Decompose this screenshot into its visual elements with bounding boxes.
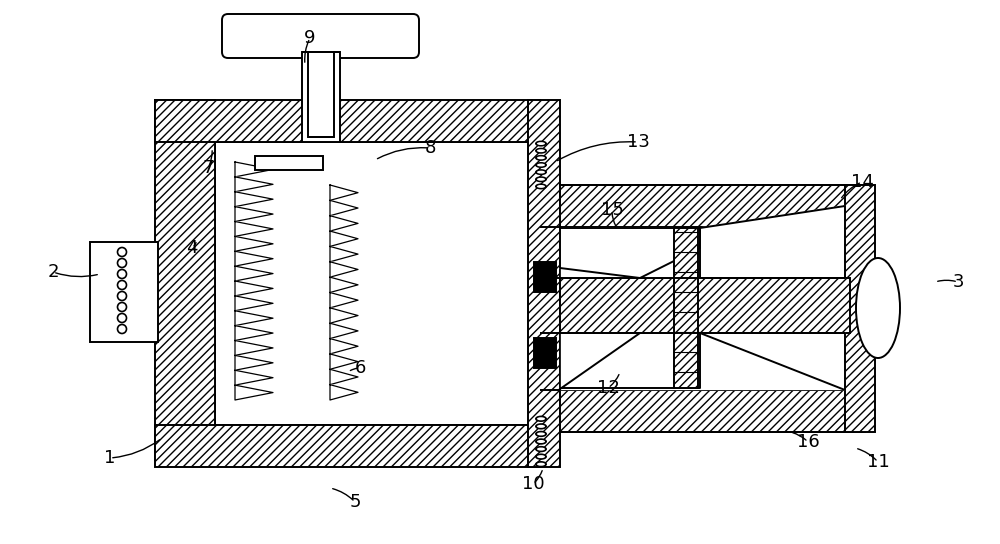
Polygon shape — [330, 216, 358, 231]
Polygon shape — [235, 237, 273, 251]
Bar — [155, 100, 540, 142]
Text: 16: 16 — [797, 433, 819, 451]
Ellipse shape — [535, 461, 547, 467]
Ellipse shape — [537, 164, 545, 166]
Text: 11: 11 — [867, 453, 889, 471]
Text: 3: 3 — [952, 273, 964, 291]
Ellipse shape — [535, 438, 547, 444]
Ellipse shape — [537, 432, 545, 435]
Ellipse shape — [537, 440, 545, 443]
Bar — [155, 425, 540, 467]
Polygon shape — [700, 333, 845, 390]
Polygon shape — [235, 385, 273, 400]
Ellipse shape — [535, 183, 547, 189]
Text: 8: 8 — [424, 139, 436, 157]
Polygon shape — [235, 370, 273, 385]
Ellipse shape — [535, 155, 547, 161]
Polygon shape — [235, 311, 273, 326]
Polygon shape — [330, 231, 358, 246]
Text: 6: 6 — [354, 359, 366, 377]
Bar — [302, 52, 340, 142]
Bar — [845, 185, 875, 432]
Bar — [215, 142, 535, 425]
Bar — [534, 338, 556, 368]
Ellipse shape — [537, 142, 545, 145]
Polygon shape — [235, 326, 273, 341]
Polygon shape — [560, 333, 700, 389]
Bar — [674, 228, 698, 388]
Polygon shape — [235, 341, 273, 355]
Text: 7: 7 — [202, 159, 214, 177]
Ellipse shape — [537, 185, 545, 188]
FancyBboxPatch shape — [222, 14, 419, 58]
Text: 15: 15 — [601, 201, 623, 219]
Ellipse shape — [856, 258, 900, 358]
Ellipse shape — [537, 448, 545, 450]
Bar — [90, 242, 158, 342]
Polygon shape — [330, 262, 358, 277]
Polygon shape — [330, 185, 358, 200]
Polygon shape — [235, 251, 273, 266]
Polygon shape — [330, 293, 358, 308]
Polygon shape — [330, 200, 358, 216]
Polygon shape — [330, 277, 358, 293]
Ellipse shape — [537, 425, 545, 428]
Bar — [155, 100, 215, 460]
Ellipse shape — [537, 417, 545, 421]
Polygon shape — [235, 296, 273, 311]
Polygon shape — [235, 221, 273, 237]
Bar — [528, 100, 560, 467]
Ellipse shape — [537, 178, 545, 181]
Text: 1: 1 — [104, 449, 116, 467]
Bar — [560, 333, 845, 390]
Text: 13: 13 — [627, 133, 649, 151]
Ellipse shape — [537, 157, 545, 159]
Ellipse shape — [535, 140, 547, 146]
Ellipse shape — [535, 416, 547, 422]
Text: 14: 14 — [851, 173, 873, 191]
Text: 9: 9 — [304, 29, 316, 47]
Polygon shape — [235, 281, 273, 296]
Polygon shape — [330, 323, 358, 338]
Polygon shape — [330, 369, 358, 385]
Ellipse shape — [537, 171, 545, 174]
Polygon shape — [700, 206, 845, 278]
Text: 5: 5 — [349, 493, 361, 511]
Polygon shape — [330, 385, 358, 400]
Polygon shape — [235, 162, 273, 177]
Text: 4: 4 — [186, 239, 198, 257]
Text: 12: 12 — [597, 379, 619, 397]
Bar — [308, 52, 334, 137]
Text: 2: 2 — [47, 263, 59, 281]
Polygon shape — [330, 354, 358, 369]
Ellipse shape — [535, 162, 547, 168]
Bar — [560, 185, 865, 227]
Text: 10: 10 — [522, 475, 544, 493]
Ellipse shape — [537, 455, 545, 458]
Bar — [560, 390, 865, 432]
Bar — [534, 262, 556, 292]
Polygon shape — [235, 266, 273, 281]
Ellipse shape — [535, 169, 547, 175]
Bar — [560, 278, 850, 333]
Ellipse shape — [535, 176, 547, 182]
Ellipse shape — [537, 463, 545, 466]
Polygon shape — [235, 191, 273, 207]
Bar — [255, 156, 323, 170]
Bar — [560, 227, 845, 278]
Ellipse shape — [535, 431, 547, 437]
Ellipse shape — [537, 149, 545, 152]
Polygon shape — [560, 228, 700, 278]
Polygon shape — [235, 355, 273, 370]
Polygon shape — [235, 207, 273, 221]
Ellipse shape — [535, 454, 547, 460]
Polygon shape — [330, 338, 358, 354]
Polygon shape — [235, 177, 273, 191]
Ellipse shape — [535, 446, 547, 452]
Ellipse shape — [535, 147, 547, 154]
Polygon shape — [330, 246, 358, 262]
Ellipse shape — [535, 423, 547, 430]
Polygon shape — [330, 308, 358, 323]
